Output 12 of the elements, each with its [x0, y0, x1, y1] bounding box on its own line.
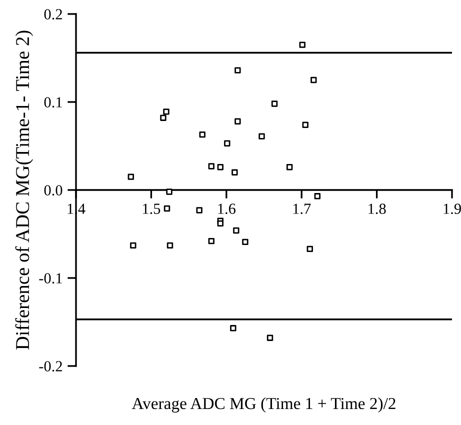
- y-axis-title: Difference of ADC MG(Time-1- Time 2): [15, 30, 34, 350]
- x-tick-label: 1.5: [142, 204, 160, 214]
- y-tick-label: -0.2: [39, 361, 62, 372]
- x-tick-label: 1.7: [293, 204, 311, 214]
- x-tick-label: 1.6: [218, 204, 236, 214]
- y-tick-label: 0.2: [44, 9, 62, 20]
- y-tick-label: 0.1: [44, 97, 62, 108]
- x-axis-title: Average ADC MG (Time 1 + Time 2)/2: [132, 397, 396, 413]
- y-tick-label: 0.0: [44, 185, 62, 196]
- x-tick-label: 1.9: [444, 204, 461, 214]
- y-tick-label: -0.1: [39, 273, 62, 284]
- x-tick-label: 1.8: [368, 204, 386, 214]
